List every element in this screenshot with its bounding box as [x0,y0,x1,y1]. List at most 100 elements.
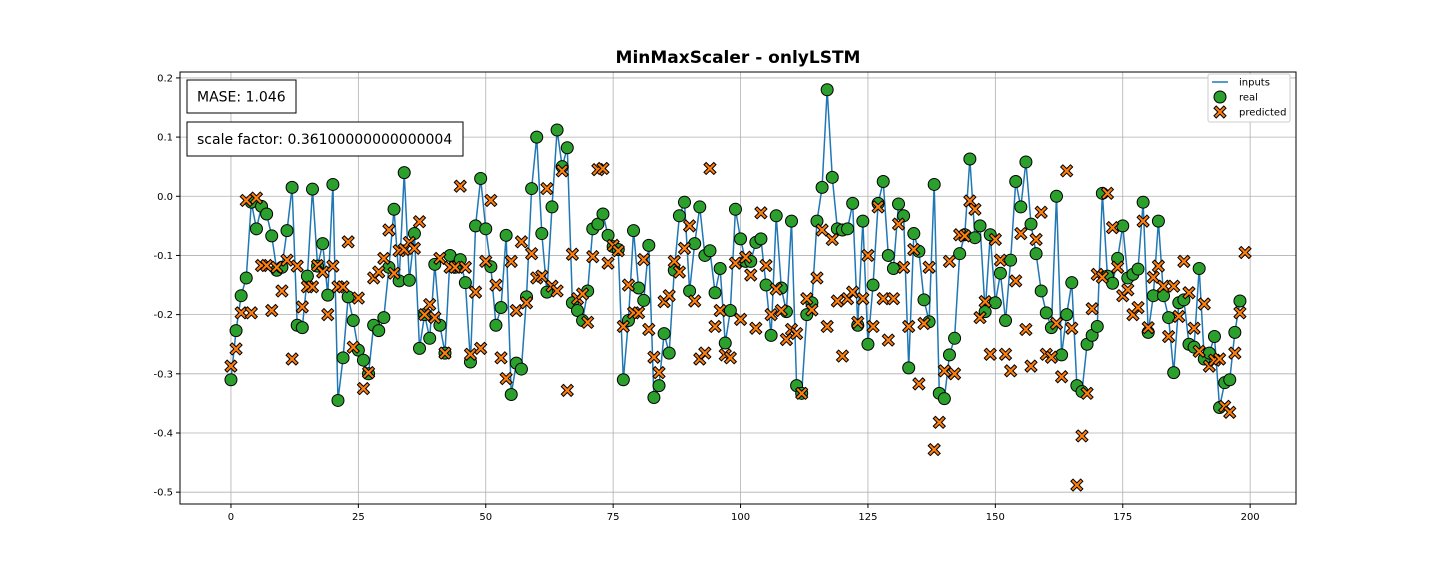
real-point [642,238,656,252]
predicted-point [759,258,773,273]
real-point [734,232,748,246]
real-point [596,207,610,221]
real-point [942,348,956,362]
real-point [479,222,493,236]
predicted-point [1212,352,1227,366]
predicted-point [514,235,529,249]
predicted-point [810,271,824,285]
predicted-point [270,260,284,274]
real-point [652,379,666,393]
predicted-point [377,251,391,266]
predicted-point [800,291,814,306]
predicted-point [382,223,396,237]
predicted-point [993,253,1008,267]
real-point [902,361,916,375]
predicted-point [1105,220,1120,235]
predicted-point [871,200,885,214]
real-point [1116,219,1130,233]
real-point [713,261,727,275]
real-point [1167,366,1181,380]
predicted-point [428,310,442,325]
predicted-point [361,365,376,380]
predicted-point [728,256,743,270]
predicted-point [1182,286,1196,300]
real-point [285,180,299,194]
real-point [728,202,742,216]
predicted-point [565,247,580,261]
real-point [326,177,340,191]
real-point [937,392,951,406]
real-point [560,141,574,155]
real-point [764,328,778,342]
x-tick-label: 100 [731,512,750,523]
predicted-point [1110,260,1125,274]
predicted-point [305,280,320,294]
real-point [499,228,513,242]
predicted-point [769,282,783,296]
predicted-point [805,303,819,317]
predicted-point [1003,364,1018,378]
predicted-point [861,248,875,263]
predicted-point [504,254,518,269]
predicted-point [448,260,462,274]
predicted-point [412,215,427,229]
real-point [1157,289,1171,303]
predicted-point [555,164,569,178]
real-point [1162,311,1176,325]
predicted-point [667,254,682,269]
real-point [489,318,503,332]
predicted-point [1029,232,1043,247]
predicted-point [1049,316,1064,331]
real-point [413,341,427,355]
predicted-point [596,161,610,176]
y-tick-label: -0.1 [153,251,173,262]
real-point [988,296,1002,310]
predicted-point [356,381,371,396]
predicted-point [1014,226,1028,241]
real-point [968,231,982,245]
predicted-point [749,321,763,335]
predicted-point [1187,321,1201,335]
predicted-point [346,340,360,354]
predicted-point [265,303,279,318]
annotation-box [186,121,464,157]
predicted-point [601,256,615,270]
real-point [1223,373,1237,387]
real-point [356,353,370,367]
real-point [825,170,839,184]
predicted-point [336,280,350,294]
real-point [1233,294,1247,308]
predicted-point [1024,359,1038,373]
real-point [1029,247,1043,261]
predicted-point [489,278,503,292]
real-point [1049,189,1063,203]
real-point [570,303,584,317]
predicted-point [835,349,850,363]
predicted-point [983,347,997,361]
predicted-point [866,319,880,334]
x-tick-label: 125 [858,512,877,523]
predicted-point [1044,350,1059,364]
real-point [224,373,238,387]
real-point [693,200,707,214]
predicted-point [468,285,483,299]
legend: inputs real predicted [1207,73,1291,123]
predicted-point [733,312,748,327]
real-point [474,172,488,186]
annotation-box [186,79,297,114]
predicted-point [738,250,753,264]
predicted-point [1075,429,1089,443]
real-point [525,182,539,196]
real-point [1034,284,1048,298]
predicted-point [682,219,697,233]
predicted-point [820,319,834,334]
predicted-point [698,346,712,360]
real-point [234,289,248,303]
predicted-point [479,254,493,269]
real-point [892,197,906,211]
legend-label-real: real [1239,93,1258,104]
predicted-point [902,319,916,334]
real-point [372,324,386,338]
real-point [1024,217,1038,231]
predicted-point [942,254,957,269]
